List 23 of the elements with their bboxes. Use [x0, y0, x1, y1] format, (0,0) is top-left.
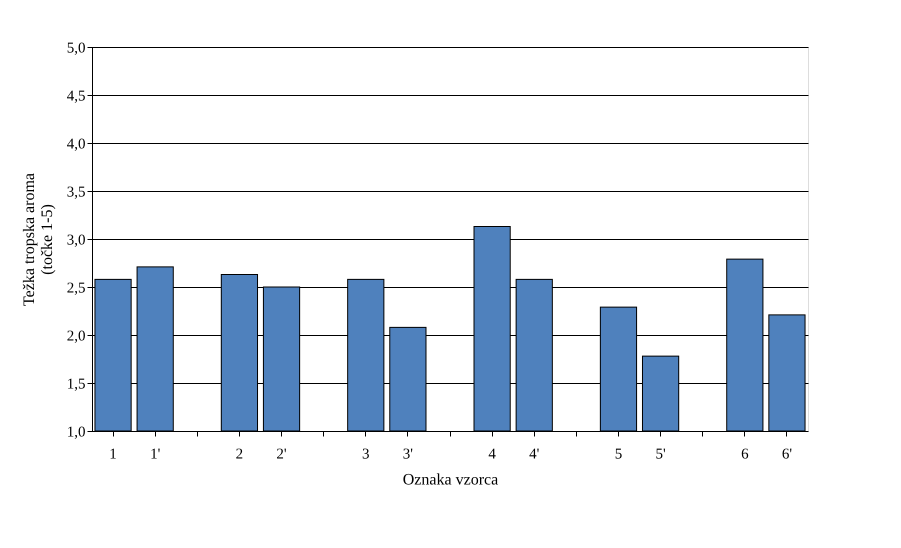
- x-tick-label: 2: [236, 446, 244, 462]
- x-axis-title: Oznaka vzorca: [402, 472, 498, 488]
- x-tick-label: 1': [150, 446, 161, 462]
- x-tick-label: 3': [402, 446, 414, 462]
- y-tick-label: 3,5: [66, 184, 86, 200]
- y-axis-title: Težka tropska aroma (točke 1-5): [20, 172, 56, 306]
- x-tick-label: 4': [529, 446, 540, 462]
- x-tick-label: 6': [782, 446, 792, 462]
- y-tick-label: 2,0: [66, 328, 86, 344]
- y-tick-label: 5,0: [66, 40, 86, 56]
- y-tick-label: 4,5: [66, 88, 86, 104]
- y-tick-label: 2,5: [66, 280, 86, 296]
- x-tick-label: 5': [655, 446, 666, 462]
- y-tick-label: 4,0: [66, 136, 86, 152]
- x-tick-label: 6: [741, 446, 750, 462]
- y-tick-label: 1,5: [66, 376, 86, 392]
- x-tick-label: 3: [362, 446, 370, 462]
- y-tick-label: 1,0: [66, 424, 86, 440]
- x-tick-label: 5: [614, 446, 622, 462]
- x-tick-label: 4: [488, 446, 496, 462]
- x-tick-label: 2': [276, 446, 287, 462]
- x-tick-label: 1: [109, 446, 117, 462]
- y-tick-label: 3,0: [66, 232, 86, 248]
